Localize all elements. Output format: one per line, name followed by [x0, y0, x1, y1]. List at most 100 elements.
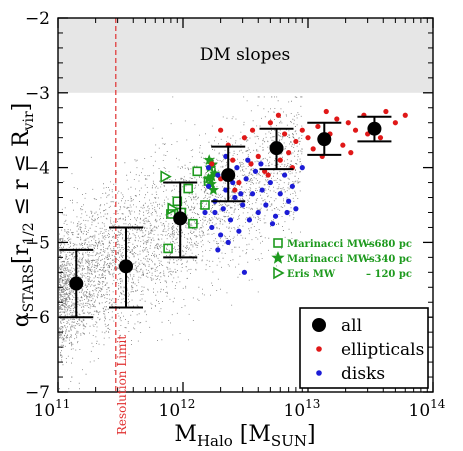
all-point	[221, 168, 236, 183]
y-tick-label: −5	[25, 233, 50, 253]
disk-point	[212, 209, 218, 216]
disk-point	[282, 172, 288, 178]
disk-point	[245, 157, 251, 163]
green-square-point	[192, 166, 203, 177]
all-point	[119, 259, 134, 274]
elliptical-point	[230, 157, 236, 163]
legend-dot-icon	[316, 346, 322, 352]
x-axis-title: MHalo [MSUN]	[174, 422, 315, 450]
elliptical-point	[286, 150, 292, 156]
legend-item-label: disks	[341, 364, 385, 384]
green-star-point	[203, 154, 215, 165]
dm-slopes-band	[58, 18, 433, 93]
plot-border	[57, 17, 434, 393]
disk-point	[299, 165, 305, 171]
disk-point	[241, 269, 248, 275]
disk-point	[277, 191, 283, 197]
inset-triangle-icon	[273, 266, 285, 280]
green-star-point	[209, 167, 221, 179]
elliptical-point	[334, 116, 340, 122]
y-tick-label: −4	[25, 159, 50, 179]
elliptical-point	[345, 120, 351, 126]
x-tick-exponent: 11	[55, 397, 70, 411]
elliptical-point	[277, 157, 283, 163]
disk-point	[240, 202, 246, 208]
elliptical-point	[249, 127, 256, 133]
elliptical-point	[209, 161, 215, 167]
disk-point	[258, 161, 264, 167]
all-point	[269, 141, 284, 156]
green-square-point	[163, 243, 173, 254]
elliptical-point	[218, 127, 224, 133]
elliptical-point	[236, 179, 242, 186]
legend-item-label: ellipticals	[341, 340, 424, 360]
y-axis: −7 −6 −5 −4 −3 −2	[25, 9, 433, 403]
inset-item-value: – 340 pc	[366, 254, 412, 265]
elliptical-point	[377, 135, 384, 141]
green-star-point	[206, 170, 218, 182]
elliptical-point	[340, 142, 346, 148]
disk-point	[205, 165, 212, 171]
green-star-point	[202, 172, 215, 184]
disk-point	[205, 183, 212, 189]
disk-point	[209, 224, 215, 231]
inset-item-value: – 680 pc	[366, 239, 412, 250]
disk-point	[238, 191, 244, 197]
disk-point	[269, 221, 276, 227]
elliptical-point	[348, 150, 354, 156]
disk-point	[202, 209, 208, 216]
y-tick-label: −3	[25, 84, 50, 104]
x-tick-exponent: 14	[430, 397, 446, 411]
green-square-point	[200, 200, 210, 210]
green-triangle-point	[167, 202, 179, 216]
x-tick-exponent: 13	[305, 397, 320, 411]
y-axis-title-main: α	[9, 312, 34, 327]
elliptical-point	[255, 153, 261, 159]
x-axis: 1011 1012 1013 1014	[34, 18, 446, 421]
elliptical-point	[248, 161, 254, 167]
elliptical-point	[310, 146, 316, 152]
disk-point	[234, 165, 240, 171]
x-axis-title-sub: Halo	[197, 432, 233, 450]
disk-point	[259, 187, 265, 193]
elliptical-point	[383, 108, 389, 115]
inset-item-name: Marinacci MWs	[287, 239, 375, 250]
x-axis-title-unit: [M	[233, 422, 271, 447]
all-point	[69, 276, 84, 291]
disk-point	[223, 153, 229, 159]
y-tick-label: −2	[25, 9, 50, 29]
disk-point	[272, 213, 279, 219]
inset-item-name: Eris MW	[287, 269, 336, 280]
inset-item-value: – 120 pc	[366, 269, 412, 280]
elliptical-point	[241, 135, 248, 141]
x-tick-label: 1011	[34, 397, 71, 421]
elliptical-point	[282, 131, 288, 137]
x-axis-title-close: ]	[307, 422, 316, 447]
elliptical-point	[299, 127, 305, 133]
disk-point	[246, 217, 253, 223]
disk-point	[225, 239, 231, 245]
legend: all ellipticals disks	[299, 307, 429, 389]
band-label: DM slopes	[200, 45, 291, 65]
elliptical-point	[275, 112, 282, 118]
x-axis-title-main: M	[174, 422, 197, 447]
all-series	[59, 115, 392, 319]
x-tick-exponent: 12	[180, 397, 195, 411]
disk-point	[289, 183, 295, 189]
disk-point	[215, 247, 221, 253]
disk-point	[293, 206, 299, 212]
disk-point	[249, 191, 256, 197]
green-star-point	[207, 184, 220, 195]
disk-point	[263, 202, 269, 208]
all-point	[173, 211, 188, 226]
elliptical-point	[232, 187, 238, 193]
disk-point	[286, 198, 292, 204]
all-point	[367, 121, 382, 136]
legend-item-label: all	[341, 316, 362, 336]
disk-point	[215, 172, 221, 178]
legend-dot-icon	[316, 370, 322, 376]
resolution-limit-label: Resolution Limit	[115, 335, 129, 436]
elliptical-point	[305, 135, 311, 141]
